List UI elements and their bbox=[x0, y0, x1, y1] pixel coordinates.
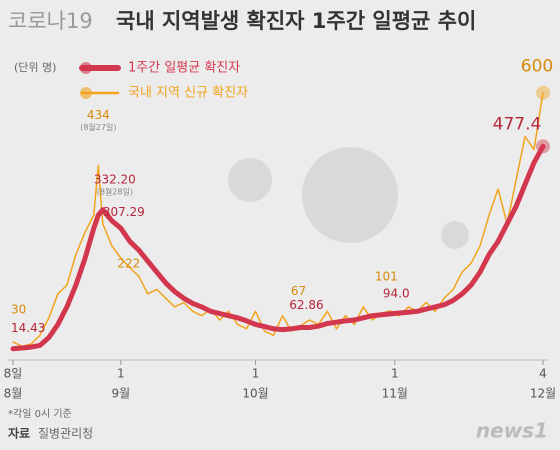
x-tick-label: 1 bbox=[391, 367, 399, 381]
x-tick-label: 1 bbox=[252, 367, 260, 381]
data-label: 62.86 bbox=[289, 298, 323, 312]
legend-dot bbox=[80, 87, 92, 99]
data-label: 101 bbox=[375, 269, 398, 283]
data-label: 434 bbox=[87, 108, 110, 122]
x-tick-label: 4 bbox=[539, 367, 547, 381]
legend-dot bbox=[80, 62, 92, 74]
x-tick-month: 12월 bbox=[530, 387, 556, 401]
data-label: 94.0 bbox=[383, 286, 410, 300]
footnote: *각일 0시 기준 bbox=[8, 408, 72, 420]
legend-label: 국내 지역 신규 확진자 bbox=[128, 86, 248, 101]
source-label: 자료 bbox=[8, 426, 30, 441]
data-label: 477.4 bbox=[493, 114, 542, 134]
chart-title: 국내 지역발생 확진자 1주간 일평균 추이 bbox=[116, 9, 476, 33]
x-tick-month: 10월 bbox=[242, 387, 268, 401]
data-label: 600 bbox=[521, 57, 553, 77]
series-line bbox=[10, 143, 546, 352]
data-label: 222 bbox=[117, 256, 140, 270]
logo: news1 bbox=[476, 419, 548, 443]
end-point bbox=[536, 139, 550, 154]
data-label: 332.20 bbox=[94, 172, 136, 186]
data-label: 307.29 bbox=[103, 205, 145, 219]
x-tick-month: 8월 bbox=[4, 387, 23, 401]
x-tick-label: 1 bbox=[117, 367, 125, 381]
data-label-note: (8월28일) bbox=[97, 186, 133, 196]
data-label: 14.43 bbox=[11, 321, 45, 335]
end-point bbox=[536, 85, 550, 100]
source: 질병관리청 bbox=[38, 427, 93, 441]
series-line bbox=[12, 91, 544, 348]
x-tick-month: 9월 bbox=[111, 387, 130, 401]
title-prefix: 코로나19 bbox=[8, 9, 93, 33]
data-label-note: (8월27일) bbox=[80, 122, 116, 132]
data-label: 30 bbox=[11, 302, 26, 316]
x-tick-month: 11월 bbox=[382, 387, 408, 401]
legend-label: 1주간 일평균 확진자 bbox=[128, 61, 240, 76]
data-label: 67 bbox=[291, 284, 306, 298]
virus-decoration bbox=[228, 147, 469, 249]
unit-label: (단위 명) bbox=[14, 61, 56, 74]
x-tick-label: 8일 bbox=[4, 367, 23, 381]
